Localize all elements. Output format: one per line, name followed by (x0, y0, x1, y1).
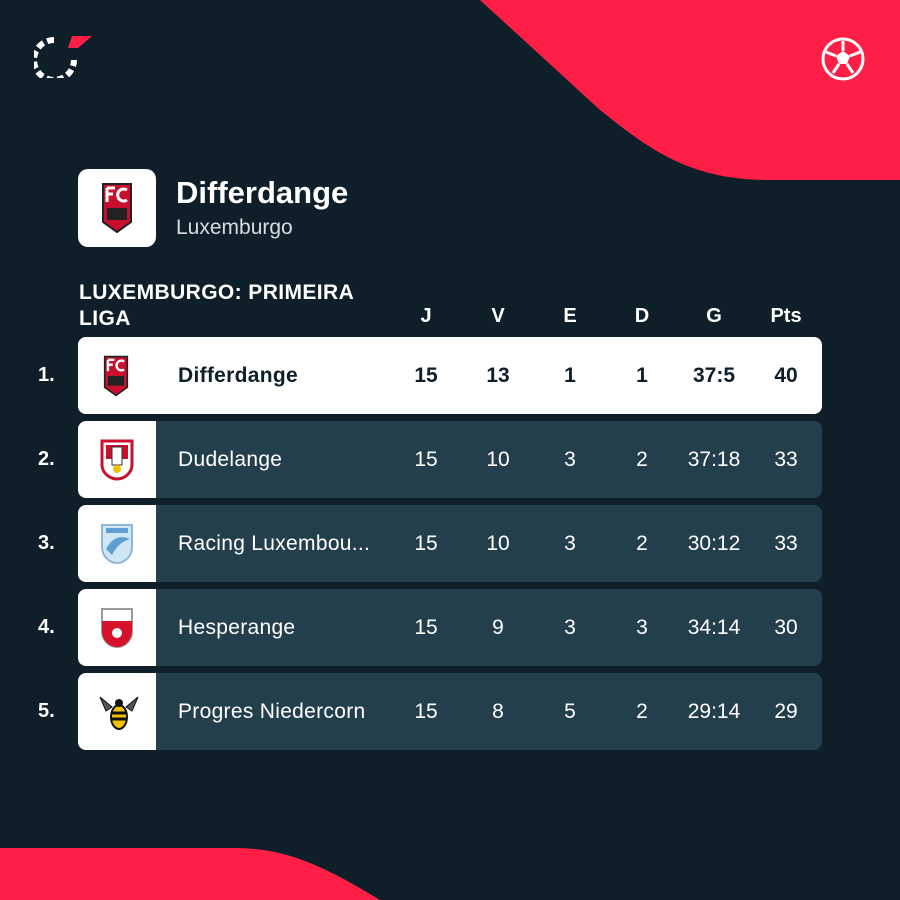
team-crest (78, 673, 156, 750)
rank: 4. (38, 616, 55, 638)
drawn: 3 (564, 448, 576, 471)
team-name: Hesperange (178, 616, 296, 639)
goals: 37:18 (687, 448, 741, 471)
points: 30 (774, 616, 798, 639)
team-name: Dudelange (178, 448, 283, 471)
won: 13 (486, 364, 510, 387)
rank: 5. (38, 700, 55, 722)
col-header-lost: D (634, 305, 650, 327)
table-row[interactable]: Hesperange 15 9 3 3 34:14 30 (78, 589, 822, 666)
table-row[interactable]: Differdange 15 13 1 1 37:5 40 (78, 337, 822, 414)
differdange-crest-icon (102, 183, 132, 234)
points: 33 (774, 532, 798, 555)
points: 29 (774, 700, 798, 723)
lost: 3 (636, 616, 648, 639)
league-title[interactable]: LUXEMBURGO: PRIMEIRA LIGA (79, 281, 354, 330)
team-name[interactable]: Differdange (176, 175, 349, 210)
team-name: Racing Luxembou... (178, 532, 371, 555)
lost: 2 (636, 700, 648, 723)
col-header-drawn: E (563, 305, 577, 327)
played: 15 (414, 700, 438, 723)
team-crest (78, 505, 156, 582)
racing-crest-icon (101, 524, 133, 565)
lost: 1 (636, 364, 648, 387)
team-name: Differdange (178, 364, 298, 387)
won: 9 (492, 616, 504, 639)
team-name: Progres Niedercorn (178, 700, 366, 723)
dudelange-crest-icon (100, 439, 134, 481)
drawn: 3 (564, 532, 576, 555)
drawn: 5 (564, 700, 576, 723)
team-country: Luxemburgo (176, 216, 293, 239)
goals: 29:14 (687, 700, 741, 723)
team-crest (78, 421, 156, 498)
team-header: Differdange Luxemburgo (78, 169, 578, 249)
lost: 2 (636, 448, 648, 471)
flashscore-logo-icon (34, 36, 92, 78)
table-row[interactable]: Progres Niedercorn 15 8 5 2 29:14 29 (78, 673, 822, 750)
col-header-played: J (420, 305, 432, 327)
played: 15 (414, 616, 438, 639)
hesperange-crest-icon (101, 608, 133, 649)
goals: 37:5 (692, 364, 736, 387)
played: 15 (414, 364, 438, 387)
goals: 34:14 (687, 616, 741, 639)
lost: 2 (636, 532, 648, 555)
played: 15 (414, 448, 438, 471)
drawn: 3 (564, 616, 576, 639)
rank: 1. (38, 364, 55, 386)
table-row[interactable]: Dudelange 15 10 3 2 37:18 33 (78, 421, 822, 498)
rank: 2. (38, 448, 55, 470)
won: 10 (486, 448, 510, 471)
points: 33 (774, 448, 798, 471)
table-row[interactable]: Racing Luxembou... 15 10 3 2 30:12 33 (78, 505, 822, 582)
team-crest (78, 337, 156, 414)
football-icon[interactable] (820, 36, 866, 82)
rank: 3. (38, 532, 55, 554)
won: 8 (492, 700, 504, 723)
differdange-crest-icon (103, 355, 129, 397)
points: 40 (774, 364, 798, 387)
col-header-points: Pts (770, 305, 802, 327)
won: 10 (486, 532, 510, 555)
progres-crest-icon (99, 696, 139, 730)
col-header-goals: G (706, 305, 722, 327)
played: 15 (414, 532, 438, 555)
team-crest[interactable] (78, 169, 156, 247)
team-crest (78, 589, 156, 666)
drawn: 1 (564, 364, 576, 387)
goals: 30:12 (687, 532, 741, 555)
col-header-won: V (491, 305, 505, 327)
